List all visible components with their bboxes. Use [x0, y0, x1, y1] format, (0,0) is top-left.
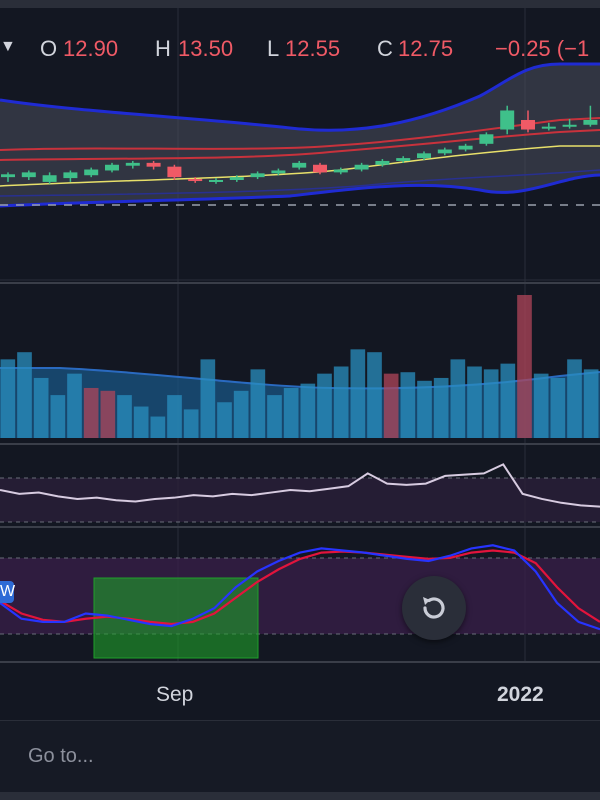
- low-value: 12.55: [285, 36, 341, 61]
- candle-body: [1, 174, 15, 178]
- candle-body: [562, 124, 577, 127]
- grid-lines: [0, 8, 600, 663]
- volume-bar: [517, 295, 532, 438]
- candle-body: [209, 180, 223, 182]
- volume-bar: [450, 359, 466, 438]
- volume-bar: [150, 416, 166, 438]
- volume-bar: [333, 366, 349, 438]
- candle-body: [42, 175, 57, 182]
- high-value: 13.50: [178, 36, 234, 61]
- top-status-strip: [0, 0, 600, 8]
- open-value: 12.90: [63, 36, 119, 61]
- stoch-d-line: [0, 549, 600, 626]
- time-axis-label-sep: Sep: [156, 683, 194, 706]
- open-label: O: [40, 36, 58, 61]
- candle-body: [313, 164, 327, 173]
- volume-bar: [167, 395, 182, 438]
- candle-body: [375, 160, 390, 165]
- candle-body: [63, 172, 78, 179]
- volume-bar: [467, 366, 482, 438]
- volume-bar: [367, 352, 382, 438]
- rsi-line: [0, 463, 600, 508]
- volume-bar: [200, 359, 216, 438]
- candle-body: [21, 172, 36, 178]
- ohlc-legend: ▼ O 12.90 H 13.50 L 12.55 C 12.75 −0.25 …: [0, 30, 600, 66]
- rsi-pane: [0, 463, 600, 523]
- volume-bar: [117, 395, 132, 438]
- candle-body: [417, 153, 431, 159]
- candle-body: [396, 158, 411, 161]
- low-label: L: [267, 36, 280, 61]
- volume-bar: [383, 373, 399, 438]
- candle-body: [500, 110, 515, 130]
- high-label: H: [155, 36, 171, 61]
- volume-bar: [233, 390, 249, 438]
- volume-bar: [300, 383, 316, 438]
- bollinger-bands: [0, 62, 600, 208]
- candle-body: [479, 134, 494, 144]
- candle-body: [84, 169, 99, 176]
- volume-bar: [550, 377, 566, 438]
- time-axis-label-2022: 2022: [497, 683, 544, 706]
- reset-icon: [423, 597, 445, 619]
- volume-bar: [267, 395, 282, 438]
- volume-bar: [250, 369, 266, 438]
- volume-bars: [0, 295, 599, 438]
- candle-body: [125, 162, 140, 166]
- stochastic-pane: [0, 544, 600, 659]
- candle-body: [458, 145, 473, 150]
- candle-body: [229, 177, 244, 180]
- candle-body: [105, 164, 119, 171]
- candle-body: [250, 173, 265, 178]
- volume-bar: [417, 380, 432, 438]
- volume-bar: [283, 387, 299, 438]
- reset-chart-button[interactable]: [402, 576, 466, 640]
- volume-bar: [567, 359, 582, 438]
- candle-body: [146, 162, 161, 167]
- volume-bar: [83, 387, 99, 438]
- change-value: −0.25 (−1: [495, 36, 590, 61]
- candle-body: [541, 126, 556, 129]
- candle-body: [354, 164, 369, 170]
- volume-bar: [317, 373, 332, 438]
- volume-bar: [350, 349, 366, 438]
- volume-bar: [0, 359, 16, 438]
- chevron-down-icon[interactable]: ▼: [0, 38, 16, 55]
- volume-bar: [533, 373, 549, 438]
- volume-bar: [217, 402, 232, 438]
- candle-body: [437, 149, 452, 154]
- volume-bar: [183, 409, 199, 438]
- volume-bar: [33, 377, 49, 438]
- volume-bar: [583, 369, 599, 438]
- volume-bar: [133, 406, 149, 438]
- bottom-strip: [0, 792, 600, 800]
- close-label: C: [377, 36, 393, 61]
- candle-body: [188, 179, 203, 182]
- volume-bar: [100, 390, 116, 438]
- volume-bar: [483, 369, 499, 438]
- volume-bar: [400, 372, 416, 438]
- candle-body: [271, 170, 286, 174]
- goto-input[interactable]: Go to...: [28, 745, 94, 767]
- candle-body: [583, 120, 598, 125]
- candle-body: [333, 169, 348, 173]
- stochastic-label: W: [0, 581, 15, 603]
- volume-bar: [67, 373, 82, 438]
- price-chart[interactable]: [0, 0, 600, 720]
- stoch-k-line: [0, 544, 600, 631]
- candlestick-series: [1, 105, 598, 184]
- volume-bar: [433, 377, 449, 438]
- candle-body: [292, 162, 307, 168]
- candle-body: [167, 166, 182, 178]
- goto-bar[interactable]: Go to...: [0, 720, 600, 793]
- volume-bar: [500, 363, 516, 438]
- close-value: 12.75: [398, 36, 454, 61]
- volume-bar: [17, 352, 32, 438]
- volume-bar: [50, 395, 66, 438]
- candle-body: [521, 120, 535, 130]
